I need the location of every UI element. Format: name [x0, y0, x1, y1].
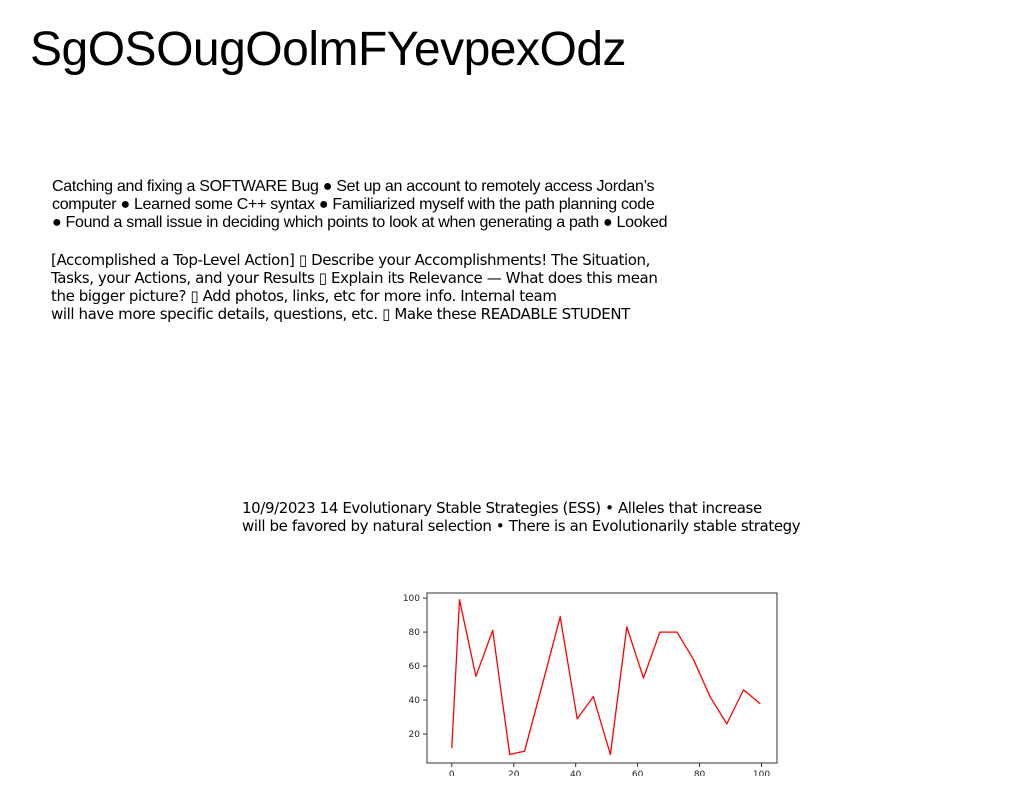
y-tick-label: 20: [409, 730, 421, 740]
paragraph-line: Tasks, your Actions, and your Results ▯ …: [51, 269, 658, 287]
y-tick-label: 80: [409, 628, 421, 638]
y-tick-label: 40: [409, 696, 421, 706]
data-point: [542, 680, 544, 682]
data-point: [509, 753, 511, 756]
line-chart-svg: 20 40 60 80 100 0 20 40 60 80 100: [403, 592, 778, 776]
paragraph-line: 10/9/2023 14 Evolutionary Stable Strateg…: [242, 499, 762, 517]
data-point: [659, 631, 661, 633]
data-point: [451, 747, 453, 749]
paragraph-line: [Accomplished a Top-Level Action] ▯ Desc…: [51, 251, 651, 269]
data-point: [759, 702, 761, 705]
paragraph-line: will have more specific details, questio…: [51, 305, 630, 323]
x-tick-label: 40: [570, 770, 582, 776]
x-tick-label: 60: [632, 770, 644, 776]
data-point: [475, 675, 477, 677]
series-line: [451, 599, 761, 756]
data-point: [559, 616, 561, 618]
data-point: [676, 631, 678, 633]
data-point: [576, 718, 578, 720]
x-tick-label: 0: [449, 770, 455, 776]
data-point: [609, 753, 611, 756]
paragraph-line: computer ● Learned some C++ syntax ● Fam…: [52, 196, 655, 213]
data-point: [523, 750, 526, 752]
data-point: [492, 629, 494, 631]
data-point: [709, 696, 711, 698]
line-chart: 20 40 60 80 100 0 20 40 60 80 100: [390, 586, 790, 776]
software-bug-paragraph: Catching and fixing a SOFTWARE Bug ● Set…: [52, 178, 668, 232]
y-tick-label: 60: [409, 662, 421, 672]
paragraph-line: will be favored by natural selection • T…: [242, 517, 801, 535]
ess-paragraph: 10/9/2023 14 Evolutionary Stable Strateg…: [242, 499, 801, 535]
paragraph-line: ● Found a small issue in deciding which …: [52, 214, 668, 231]
page-title: SgOSOugOolmFYevpexOdz: [30, 23, 627, 76]
data-point: [642, 677, 645, 679]
data-point: [458, 599, 461, 601]
plot-frame: [426, 592, 778, 764]
data-point: [726, 723, 728, 725]
x-tick-label: 20: [508, 770, 520, 776]
data-point: [592, 696, 594, 698]
data-point: [626, 626, 628, 628]
x-tick-label: 80: [694, 770, 706, 776]
paragraph-line: Catching and fixing a SOFTWARE Bug ● Set…: [52, 178, 655, 195]
paragraph-line: the bigger picture? ▯ Add photos, links,…: [51, 287, 557, 305]
data-point: [692, 658, 694, 660]
data-point: [742, 689, 745, 691]
y-tick-label: 100: [403, 594, 420, 604]
accomplishment-paragraph: [Accomplished a Top-Level Action] ▯ Desc…: [51, 251, 658, 323]
x-tick-label: 100: [753, 770, 770, 776]
